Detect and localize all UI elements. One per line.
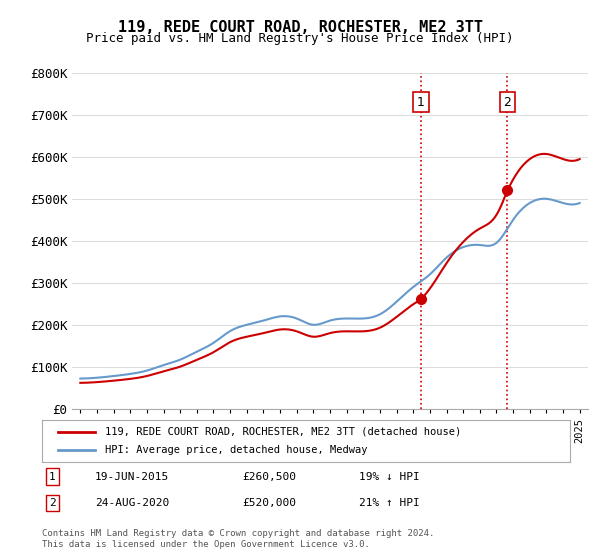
Text: 2: 2 — [503, 96, 511, 109]
Text: Price paid vs. HM Land Registry's House Price Index (HPI): Price paid vs. HM Land Registry's House … — [86, 32, 514, 45]
Text: HPI: Average price, detached house, Medway: HPI: Average price, detached house, Medw… — [106, 445, 368, 455]
Text: 21% ↑ HPI: 21% ↑ HPI — [359, 498, 419, 508]
Text: 119, REDE COURT ROAD, ROCHESTER, ME2 3TT (detached house): 119, REDE COURT ROAD, ROCHESTER, ME2 3TT… — [106, 427, 461, 437]
Text: 24-AUG-2020: 24-AUG-2020 — [95, 498, 169, 508]
Text: 119, REDE COURT ROAD, ROCHESTER, ME2 3TT: 119, REDE COURT ROAD, ROCHESTER, ME2 3TT — [118, 20, 482, 35]
Text: 2: 2 — [49, 498, 56, 508]
Text: 19-JUN-2015: 19-JUN-2015 — [95, 472, 169, 482]
Text: Contains HM Land Registry data © Crown copyright and database right 2024.
This d: Contains HM Land Registry data © Crown c… — [42, 529, 434, 549]
Text: 1: 1 — [417, 96, 425, 109]
Text: £520,000: £520,000 — [242, 498, 296, 508]
Text: £260,500: £260,500 — [242, 472, 296, 482]
Text: 1: 1 — [49, 472, 56, 482]
Text: 19% ↓ HPI: 19% ↓ HPI — [359, 472, 419, 482]
